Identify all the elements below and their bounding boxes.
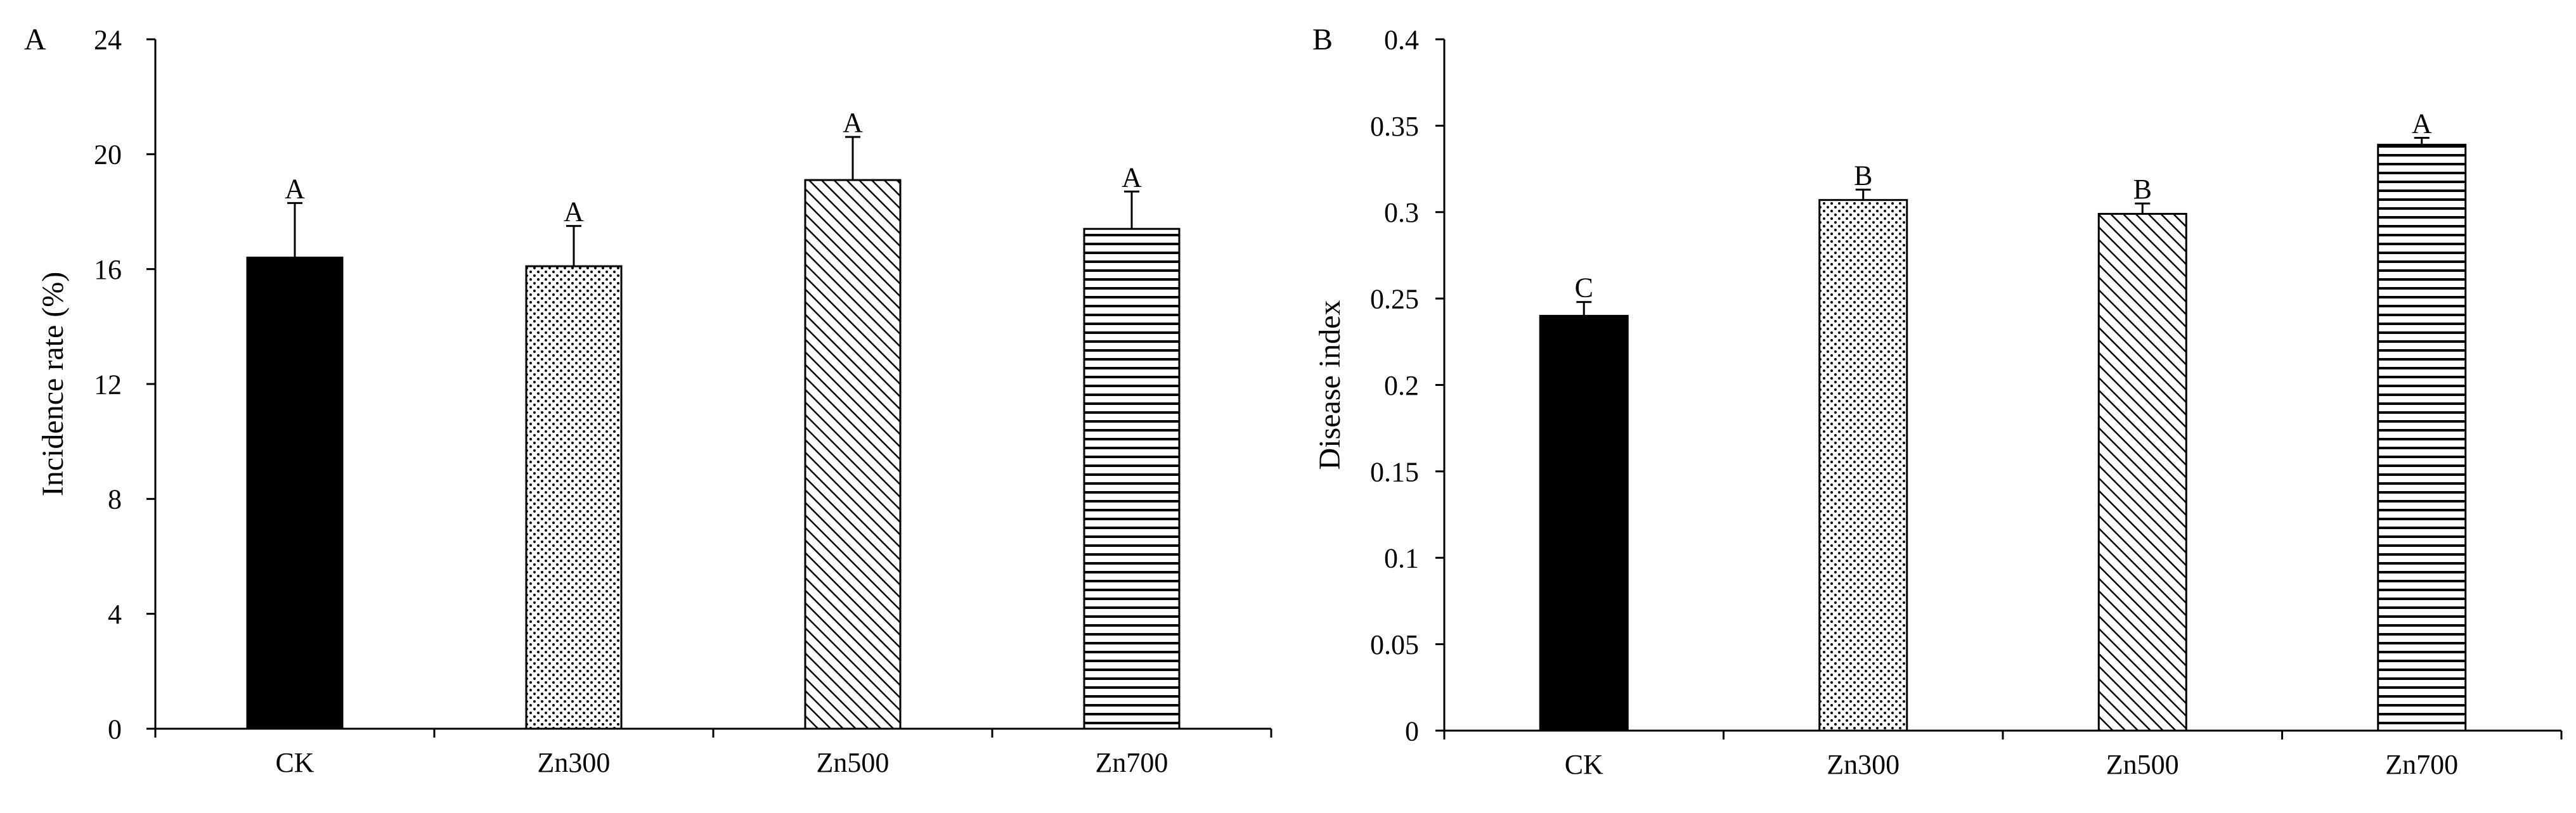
significance-letter: A: [843, 107, 863, 138]
x-tick-label: Zn500: [817, 747, 890, 778]
panel-label: A: [24, 23, 46, 56]
bar-ck: [1539, 314, 1629, 732]
x-tick-label: Zn300: [1827, 749, 1900, 780]
x-tick-label: Zn700: [2385, 749, 2458, 780]
significance-letter: A: [2412, 108, 2432, 139]
x-tick-label: CK: [275, 747, 314, 778]
y-axis-label: Disease index: [1313, 300, 1347, 470]
y-tick-label: 16: [94, 254, 122, 285]
y-tick-label: 0.4: [1384, 24, 1419, 55]
y-tick-label: 12: [94, 369, 122, 400]
bar-zn500: [2097, 212, 2187, 732]
significance-letter: B: [2133, 174, 2152, 205]
bar-ck: [246, 257, 344, 730]
bar-zn300: [525, 265, 623, 730]
panel-label: B: [1312, 23, 1333, 56]
significance-letter: A: [564, 196, 584, 227]
y-axis-label: Incidence rate (%): [36, 272, 70, 496]
bar-zn700: [2377, 143, 2467, 732]
significance-letter: A: [1122, 162, 1142, 193]
x-tick-label: Zn300: [538, 747, 611, 778]
y-tick-label: 8: [108, 484, 122, 515]
significance-letter: A: [285, 173, 305, 204]
panel-b-chart: B Disease index 0 0.05 0.1 0.15 0.2 0.25 0.3 0.35…: [1312, 23, 2563, 780]
y-tick-label: 20: [94, 139, 122, 170]
x-tick-label: CK: [1565, 749, 1603, 780]
y-tick-label: 4: [108, 599, 122, 630]
bar-zn500: [804, 179, 902, 730]
y-tick-label: 0.15: [1370, 456, 1419, 487]
significance-letter: C: [1575, 272, 1593, 304]
y-tick-label: 24: [94, 24, 122, 55]
y-tick-label: 0: [108, 714, 122, 745]
bar-zn300: [1818, 199, 1908, 732]
y-tick-label: 0: [1405, 715, 1419, 746]
y-tick-label: 0.05: [1370, 629, 1419, 660]
bar-zn700: [1083, 227, 1181, 730]
x-tick-label: Zn500: [2106, 749, 2179, 780]
y-tick-label: 0.2: [1384, 370, 1419, 401]
y-tick-label: 0.3: [1384, 197, 1419, 228]
y-tick-label: 0.1: [1384, 543, 1419, 574]
y-tick-label: 0.35: [1370, 111, 1419, 142]
significance-letter: B: [1854, 160, 1872, 191]
x-tick-label: Zn700: [1096, 747, 1168, 778]
y-tick-label: 0.25: [1370, 284, 1419, 315]
panel-a-chart: A Incidence rate (%) 0 4 8 12 16 20 24 A CK A Zn300 A…: [24, 23, 1272, 778]
